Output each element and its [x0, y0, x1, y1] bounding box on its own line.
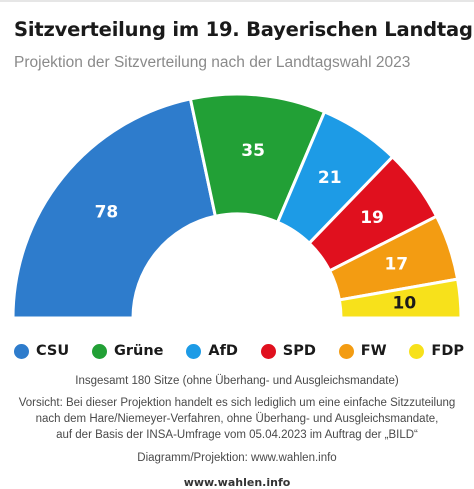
legend-label-spd: SPD [282, 343, 316, 359]
legend-swatch-afd [186, 343, 202, 359]
top-divider [0, 0, 474, 2]
label-gruene: 35 [241, 141, 265, 161]
legend-item-fdp: FDP [409, 343, 464, 359]
label-spd: 19 [360, 208, 384, 228]
chart-title: Sitzverteilung im 19. Bayerischen Landta… [14, 18, 473, 41]
label-afd: 21 [318, 168, 342, 188]
footer-site-link[interactable]: www.wahlen.info [183, 476, 291, 489]
total-seats-note: Insgesamt 180 Sitze (ohne Überhang- und … [75, 375, 399, 387]
legend-label-afd: AfD [208, 343, 238, 359]
legend-label-gruene: Grüne [113, 343, 164, 359]
legend-swatch-gruene [91, 343, 107, 359]
legend-item-gruene: Grüne [91, 343, 164, 359]
legend-item-fw: FW [338, 343, 387, 359]
disclaimer-note: Vorsicht: Bei dieser Projektion handelt … [0, 395, 474, 443]
segment-fdp [337, 277, 463, 318]
legend-swatch-fdp [409, 343, 425, 359]
legend-item-spd: SPD [260, 343, 316, 359]
legend-label-fdp: FDP [431, 343, 464, 359]
label-csu: 78 [95, 202, 119, 222]
credit-line: Diagramm/Projektion: www.wahlen.info [137, 452, 337, 464]
seat-distribution-chart: 78 35 21 19 17 10 [11, 92, 463, 318]
legend-swatch-spd [260, 343, 276, 359]
disclaimer-line-3: auf der Basis der INSA-Umfrage vom 05.04… [56, 429, 418, 441]
legend: CSU Grüne AfD SPD FW FDP [14, 340, 464, 362]
legend-label-fw: FW [360, 343, 387, 359]
label-fw: 17 [384, 255, 408, 275]
legend-item-afd: AfD [186, 343, 238, 359]
legend-swatch-fw [338, 343, 354, 359]
label-fdp: 10 [393, 293, 417, 313]
segment-csu [11, 97, 218, 318]
disclaimer-line-2: nach dem Hare/Niemeyer-Verfahren, ohne Ü… [35, 413, 439, 425]
legend-swatch-csu [14, 343, 29, 359]
footer-bar: www.wahlen.info [0, 472, 474, 489]
disclaimer-line-1: Vorsicht: Bei dieser Projektion handelt … [18, 397, 456, 409]
legend-item-csu: CSU [14, 343, 69, 359]
legend-label-csu: CSU [36, 343, 70, 359]
chart-subtitle: Projektion der Sitzverteilung nach der L… [14, 54, 411, 71]
